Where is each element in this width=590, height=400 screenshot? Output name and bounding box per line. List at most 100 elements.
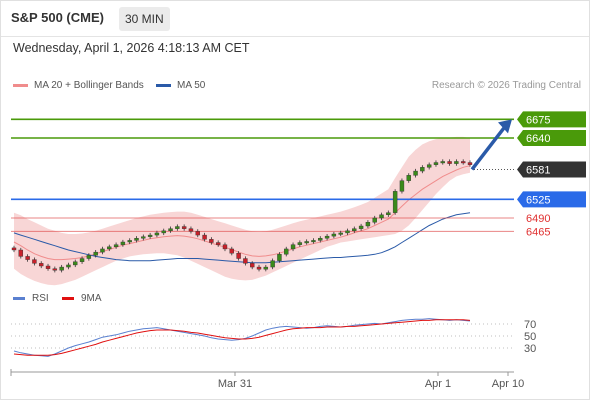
- timeframe-button[interactable]: 30 MIN: [119, 7, 170, 31]
- candle-body: [222, 244, 228, 250]
- candle-body: [297, 242, 303, 245]
- candle-body: [127, 240, 132, 243]
- candle: [45, 263, 51, 271]
- candle: [161, 228, 166, 236]
- candle-body: [372, 217, 377, 223]
- candle-body: [66, 264, 71, 268]
- candle: [386, 210, 391, 217]
- candle: [454, 159, 459, 166]
- x-tick-label: Mar 31: [218, 378, 252, 390]
- candle-body: [181, 226, 187, 229]
- candle-body: [113, 244, 119, 248]
- rsi-ma-line: [13, 319, 471, 356]
- level-6490-label: 6490: [526, 213, 550, 225]
- candle: [52, 266, 58, 273]
- candle-body: [59, 266, 64, 271]
- candle: [365, 220, 371, 229]
- candle-body: [406, 175, 411, 181]
- level-6465-label: 6465: [526, 226, 550, 238]
- candle-body: [413, 170, 418, 176]
- rsi-ma-swatch: [62, 296, 74, 300]
- candle: [467, 160, 473, 167]
- chart-datetime: Wednesday, April 1, 2026 4:18:13 AM CET: [13, 41, 250, 55]
- candle: [59, 264, 64, 273]
- candle: [358, 223, 364, 231]
- candle: [352, 226, 357, 233]
- candle-body: [290, 244, 296, 250]
- projection-arrow-head: [498, 119, 512, 134]
- candle-body: [25, 256, 30, 260]
- x-tick-label: Apr 10: [492, 378, 524, 390]
- candle: [413, 168, 418, 178]
- legend-rsi-ma: 9MA: [62, 293, 102, 304]
- candle: [250, 261, 255, 270]
- candle: [134, 236, 139, 243]
- candle-body: [304, 241, 309, 244]
- candle: [25, 254, 30, 262]
- level-6525-tag-bg: [517, 191, 586, 208]
- candle: [277, 252, 282, 263]
- instrument-title: S&P 500 (CME): [11, 10, 104, 25]
- candle: [202, 232, 207, 242]
- level-6525-label: 6525: [526, 194, 550, 206]
- ma20-label: MA 20 + Bollinger Bands: [34, 80, 144, 91]
- candle: [195, 229, 200, 238]
- level-6640-tag-bg: [517, 130, 586, 146]
- candle: [154, 230, 160, 238]
- candle-body: [188, 228, 194, 232]
- candle-body: [243, 258, 248, 264]
- x-tick-label: Apr 1: [425, 378, 451, 390]
- candle: [120, 239, 126, 247]
- candle-body: [86, 255, 92, 259]
- candle-body: [440, 161, 445, 164]
- ma20-swatch: [13, 83, 28, 87]
- bollinger-band: [14, 136, 470, 286]
- candle-body: [433, 162, 439, 165]
- candle-body: [73, 261, 78, 266]
- candle: [86, 253, 92, 261]
- candle-body: [365, 222, 371, 227]
- candle: [188, 226, 194, 234]
- rsi-tick-label: 70: [524, 319, 536, 331]
- candle-body: [311, 240, 316, 243]
- candle-body: [447, 161, 452, 164]
- candle: [420, 165, 425, 174]
- candle-body: [229, 248, 234, 254]
- candle: [73, 259, 78, 268]
- candle: [175, 224, 180, 231]
- ma50-label: MA 50: [177, 80, 206, 91]
- candle: [318, 236, 323, 243]
- candle-body: [175, 226, 180, 229]
- candle-body: [100, 248, 105, 253]
- candle-body: [18, 249, 24, 257]
- candle: [229, 246, 234, 256]
- candle: [215, 240, 221, 247]
- candle: [426, 162, 432, 170]
- candle-body: [345, 230, 350, 234]
- rsi-tick-label: 50: [524, 331, 536, 343]
- candle-body: [202, 234, 207, 240]
- candle-body: [331, 233, 337, 237]
- candle: [297, 240, 303, 247]
- candle: [168, 226, 173, 233]
- candle: [440, 159, 445, 165]
- candle-body: [93, 251, 98, 256]
- candle-body: [399, 180, 405, 192]
- rsi-swatch: [13, 296, 25, 300]
- candle: [236, 251, 241, 261]
- candle-body: [141, 236, 146, 239]
- rsi-tick-label: 30: [524, 343, 536, 355]
- candle-body: [358, 225, 364, 229]
- candle-body: [52, 268, 58, 271]
- candle: [181, 224, 187, 231]
- candle-body: [324, 235, 330, 239]
- level-6581-label: 6581: [526, 164, 550, 176]
- chart-header: S&P 500 (CME) 30 MIN: [0, 0, 590, 37]
- candle-body: [318, 238, 323, 241]
- candle: [263, 264, 269, 272]
- candle-body: [236, 252, 241, 259]
- rsi-ma-label: 9MA: [81, 293, 102, 304]
- candle-body: [379, 214, 384, 219]
- candle: [147, 232, 153, 239]
